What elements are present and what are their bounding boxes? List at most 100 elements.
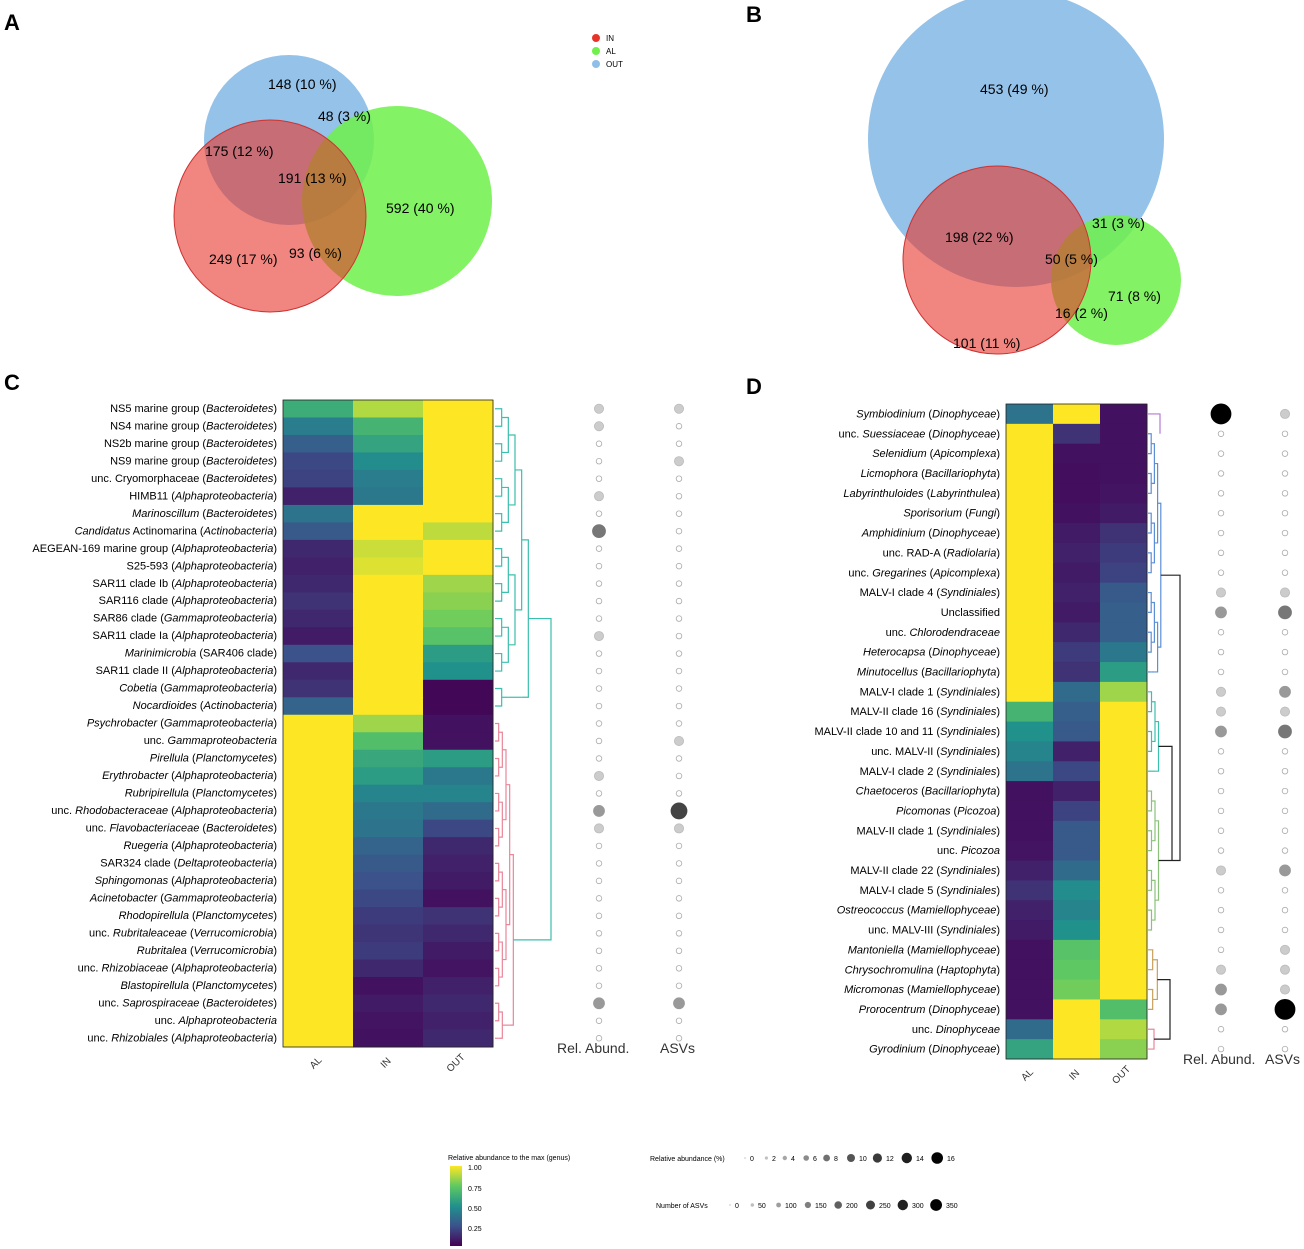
row-label: Picomonas (Picozoa) [896,805,1000,817]
relabund-dot [595,720,603,727]
heatmap-cell [353,924,424,943]
heatmap-d: Symbiodinium (Dinophyceae)unc. Suessiace… [815,403,1300,1087]
row-label: Marinoscillum (Bacteroidetes) [132,508,277,520]
row-label-part: ) [273,770,277,782]
row-label-part: Marinimicrobia [125,648,197,660]
column-label: IN [379,1056,394,1071]
heatmap-cell [1100,781,1148,802]
heatmap-cell [283,784,354,803]
column-label: IN [1067,1068,1082,1083]
row-label-part: Alphaproteobacteria [174,962,273,974]
row-label-part: Cobetia [119,683,157,695]
row-label-part: Dinophyceae [932,1044,996,1056]
row-label: MALV-II clade 16 (Syndiniales) [850,706,1000,718]
legend-in-swatch [592,34,600,42]
row-label-part: ( [187,945,194,957]
row-label-part: ) [996,686,1000,698]
heatmap-cell [1053,483,1101,504]
row-label-part: Alphaproteobacteria [174,770,273,782]
dendrogram-branch [495,967,500,987]
relabund-dot [595,930,603,937]
venn-b-label-in: 101 (11 %) [953,335,1020,351]
asv-dot [1281,807,1289,815]
asv-dot [675,790,683,797]
relabund-dot [595,615,603,622]
heatmap-cell [353,959,424,978]
dendrogram-branch [495,478,503,497]
heatmap-cell [353,592,424,611]
dendrogram-branch [495,652,503,672]
heatmap-cell [423,819,494,838]
heatmap-cell [1053,642,1101,663]
dendrogram-branch [498,871,503,908]
row-label-part: Alphaproteobacteria [174,875,273,887]
row-label: S25-593 (Alphaproteobacteria) [127,560,277,572]
heatmap-cell [353,417,424,436]
venn-a-label-out-al: 48 (3 %) [318,108,371,124]
heatmap-cell [423,854,494,873]
heatmap-cell [423,994,494,1013]
row-label-part: unc. RAD-A ( [883,547,948,559]
row-label-part: ) [273,788,277,800]
row-label-part: SAR86 clade ( [93,613,164,625]
heatmap-cell [1053,741,1101,762]
row-label: Cobetia (Gammaproteobacteria) [119,683,277,695]
heatmap-cell [1053,959,1101,981]
row-label-part: Alphaproteobacteria [174,543,273,555]
dendrogram-branch [1154,979,1171,1040]
heatmap-cell [423,697,494,716]
row-label-part: Sphingomonas [95,875,169,887]
asv-legend-tick: 0 [735,1203,739,1210]
relabund-dot [1216,706,1227,717]
heatmap-cell [1006,602,1054,623]
heatmap-cell [423,784,494,803]
relabund-dot [594,823,605,834]
heatmap-cell [353,784,424,803]
asv-dot [675,527,683,535]
relabund-dot [1217,529,1225,537]
heatmap-cell [283,854,354,873]
asv-legend-tick: 350 [946,1203,958,1210]
heatmap-cell [283,487,354,506]
row-label-part: Syndiniales [940,825,997,837]
asv-legend-tick: 250 [879,1203,891,1210]
row-label-part: unc. [87,1032,111,1044]
heatmap-cell [283,802,354,821]
row-label-part: Syndiniales [940,686,997,698]
row-label: SAR11 clade Ia (Alphaproteobacteria) [93,630,277,642]
row-label-part: ( [189,753,196,765]
row-label-part: ( [199,508,206,520]
heatmap-cell [353,994,424,1013]
panel-label-b: B [746,2,762,27]
row-label: Gyrodinium (Dinophyceae) [869,1044,1000,1056]
asv-dot [1281,1045,1289,1053]
asv-dot [1280,706,1291,717]
relabund-dot [1216,865,1227,876]
heatmap-cell [353,504,424,523]
row-label-part: ) [273,508,277,520]
relabund-dot [594,770,605,781]
heatmap-d-relabund-label: Rel. Abund. [1183,1051,1255,1067]
row-label: MALV-I clade 4 (Syndiniales) [860,587,1000,599]
row-label-part: ( [189,788,196,800]
dendrogram-branch [1158,745,1173,861]
heatmap-cell [1006,920,1054,941]
row-label-part: ) [273,473,277,485]
relabund-dot [594,631,605,642]
dendrogram-branch [501,626,509,663]
heatmap-cell [353,487,424,506]
row-label-part: unc. Cryomorphaceae ( [91,473,206,485]
relabund-dot [595,860,603,867]
row-label-part: Alphaproteobacteria [174,595,273,607]
row-label-part: ( [189,980,196,992]
row-label: NS9 marine group (Bacteroidetes) [110,455,277,467]
row-label-part: ( [904,984,911,996]
asv-dot [1280,944,1291,955]
heatmap-cell [283,662,354,681]
row-label-part: unc. MALV-II ( [871,746,940,758]
relabund-dot [593,805,605,817]
row-label-part: ) [996,766,1000,778]
row-label: Sphingomonas (Alphaproteobacteria) [95,875,277,887]
heatmap-cell [1053,404,1101,425]
relabund-dot [595,440,603,447]
